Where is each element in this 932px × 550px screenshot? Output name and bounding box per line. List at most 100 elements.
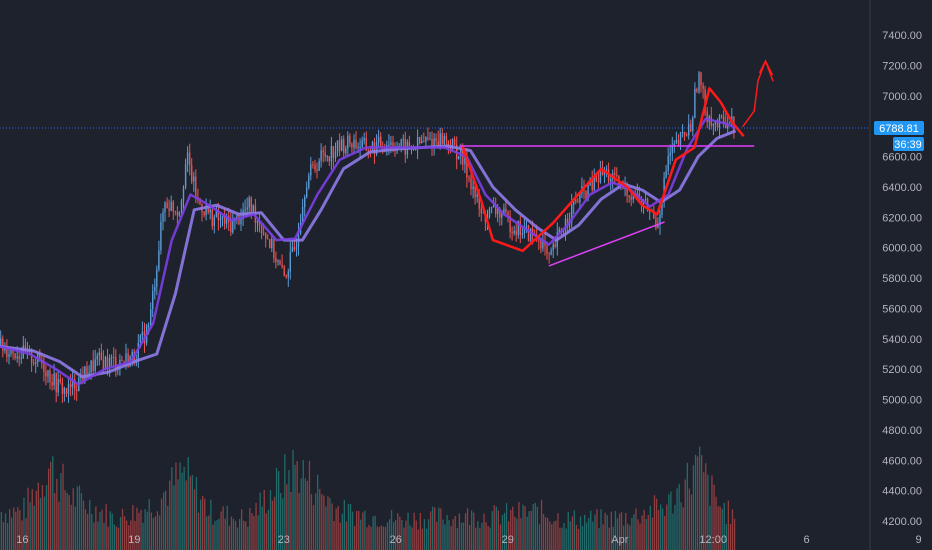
candle-body (388, 144, 390, 146)
volume-bar (678, 483, 680, 550)
volume-bar (275, 468, 278, 550)
volume-bar (130, 520, 132, 550)
candle-body (712, 123, 715, 126)
volume-bar (586, 522, 588, 550)
last-price-label: 6788.81 (879, 123, 919, 135)
candle-body (295, 246, 298, 250)
countdown-tag-box (893, 137, 924, 151)
volume-bar (117, 527, 120, 550)
volume-bar (191, 475, 193, 550)
volume-bar (13, 507, 15, 550)
candle-body (679, 132, 682, 145)
volume-bar (542, 514, 545, 550)
volume-bar (345, 521, 348, 550)
volume-bar (366, 527, 368, 550)
volume-bar (477, 521, 479, 550)
volume-bar (561, 527, 563, 550)
volume-bar (197, 512, 200, 550)
candle-body (683, 131, 686, 136)
candle-body (365, 138, 367, 151)
volume-bar (343, 500, 345, 550)
volume-bar (331, 503, 333, 550)
volume-bar (427, 519, 430, 550)
volume-bar (530, 510, 532, 550)
candle-body (460, 148, 462, 157)
volume-bar (462, 522, 465, 550)
candle-body (544, 241, 546, 247)
candle-body (189, 152, 191, 166)
time-axis[interactable]: 16 19 23 26 29 Apr 12:00 6 9 (16, 534, 921, 546)
volume-bar (39, 498, 42, 550)
candle-body (121, 359, 123, 361)
volume-bar (68, 495, 70, 550)
volume-bar (534, 503, 536, 550)
candle-body (505, 208, 507, 212)
volume-bar (150, 512, 152, 550)
candle-body (423, 141, 425, 143)
candle-body (466, 158, 468, 178)
candle-body (353, 139, 355, 148)
ema-fast-line (0, 117, 737, 386)
candle-body (217, 211, 220, 221)
candle-body (306, 187, 308, 197)
volume-bar (156, 511, 159, 550)
price-tick-label: 5400.00 (882, 334, 922, 346)
volume-bar (407, 512, 409, 550)
candle-body (675, 139, 678, 144)
volume-bar (694, 454, 697, 550)
volume-bar (105, 504, 107, 550)
volume-bar (672, 513, 674, 550)
candle-body (671, 145, 673, 153)
volume-bar (469, 525, 471, 550)
volume-bar (526, 516, 528, 550)
candle-body (203, 212, 205, 216)
volume-bar (224, 518, 226, 550)
candle-body (275, 258, 277, 262)
volume-bar (553, 521, 555, 550)
volume-bar (80, 493, 83, 550)
volume-bar (567, 512, 569, 550)
volume-bar (89, 499, 91, 550)
candle-body (527, 225, 530, 241)
candle-body (673, 143, 675, 146)
volume-bar (623, 525, 625, 550)
volume-bar (50, 461, 52, 550)
volume-bar (633, 514, 635, 550)
candle-body (90, 360, 92, 373)
candle-body (104, 357, 107, 371)
volume-bar (54, 493, 56, 550)
candle-body (32, 362, 35, 364)
candle-body (688, 124, 690, 136)
volume-bar (222, 506, 224, 550)
volume-bar (126, 520, 128, 550)
volume-bar (501, 515, 504, 550)
volume-bar (483, 513, 485, 550)
candle-body (554, 244, 556, 247)
candle-body (517, 220, 519, 236)
volume-bar (37, 482, 39, 550)
volume-bar (29, 502, 31, 550)
candle-body (265, 233, 267, 239)
candle-body (182, 187, 185, 201)
volume-bar (516, 518, 518, 550)
candle-body (131, 351, 133, 357)
candle-body (135, 361, 137, 364)
volume-bar (84, 509, 87, 550)
volume-bar (514, 516, 516, 550)
volume-bar (430, 511, 432, 550)
candle-body (45, 371, 47, 377)
candle-body (694, 88, 696, 118)
candle-body (260, 226, 263, 234)
price-axis[interactable]: 4200.00 4400.00 4600.00 4800.00 5000.00 5200.… (869, 0, 922, 550)
candle-body (714, 121, 717, 124)
volume-bar (154, 516, 157, 550)
candle-body (82, 376, 84, 382)
volume-bar (128, 525, 130, 550)
time-tick-label: 19 (128, 534, 140, 546)
candle-body (593, 175, 595, 191)
candle-body (579, 193, 581, 203)
candle-body (351, 143, 353, 148)
volume-bar (216, 520, 218, 550)
volume-bar (682, 507, 684, 550)
